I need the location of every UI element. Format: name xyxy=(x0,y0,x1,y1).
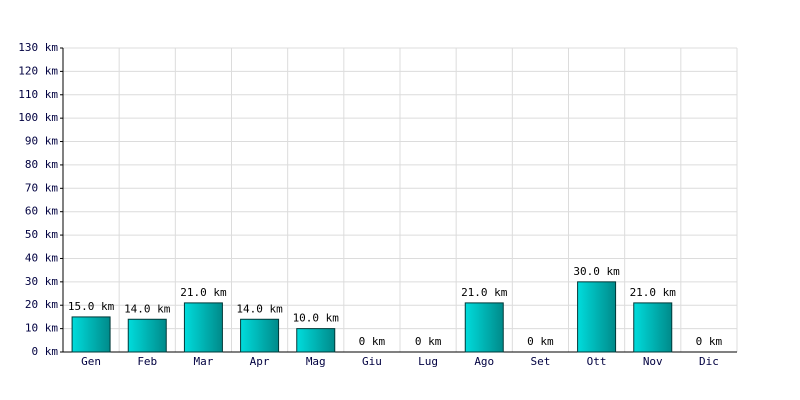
y-tick-label: 20 km xyxy=(25,298,58,311)
x-tick-label: Ago xyxy=(474,355,494,368)
y-tick-label: 130 km xyxy=(18,41,58,54)
y-tick-label: 120 km xyxy=(18,64,58,77)
bar xyxy=(464,302,504,353)
y-tick-label: 0 km xyxy=(32,345,59,358)
bar xyxy=(127,318,167,353)
x-tick-label: Apr xyxy=(250,355,270,368)
y-tick-label: 50 km xyxy=(25,228,58,241)
bar xyxy=(240,318,280,353)
data-label: 0 km xyxy=(359,335,386,348)
y-tick-label: 110 km xyxy=(18,88,58,101)
x-tick-label: Dic xyxy=(699,355,719,368)
x-tick-label: Nov xyxy=(643,355,663,368)
y-tick-label: 80 km xyxy=(25,158,58,171)
data-label: 0 km xyxy=(527,335,554,348)
y-tick-label: 30 km xyxy=(25,275,58,288)
x-tick-label: Gen xyxy=(81,355,101,368)
y-tick-label: 40 km xyxy=(25,251,58,264)
bar xyxy=(296,328,336,353)
y-tick-label: 100 km xyxy=(18,111,58,124)
y-tick-label: 70 km xyxy=(25,181,58,194)
x-tick-label: Feb xyxy=(137,355,157,368)
x-tick-label: Set xyxy=(530,355,550,368)
y-tick-label: 90 km xyxy=(25,135,58,148)
x-tick-label: Giu xyxy=(362,355,382,368)
data-label: 0 km xyxy=(696,335,723,348)
x-tick-label: Ott xyxy=(587,355,607,368)
data-label: 21.0 km xyxy=(180,286,227,299)
data-label: 0 km xyxy=(415,335,442,348)
x-tick-label: Lug xyxy=(418,355,438,368)
y-tick-label: 10 km xyxy=(25,322,58,335)
x-tick-label: Mag xyxy=(306,355,326,368)
y-tick-label: 60 km xyxy=(25,205,58,218)
data-label: 21.0 km xyxy=(630,286,677,299)
data-label: 21.0 km xyxy=(461,286,508,299)
data-label: 14.0 km xyxy=(124,302,171,315)
data-label: 10.0 km xyxy=(293,312,340,325)
bar xyxy=(183,302,223,353)
bar xyxy=(633,302,673,353)
bar xyxy=(71,316,111,353)
data-label: 30.0 km xyxy=(573,265,620,278)
data-label: 15.0 km xyxy=(68,300,115,313)
x-tick-label: Mar xyxy=(193,355,213,368)
data-label: 14.0 km xyxy=(236,302,283,315)
bar xyxy=(577,281,617,353)
